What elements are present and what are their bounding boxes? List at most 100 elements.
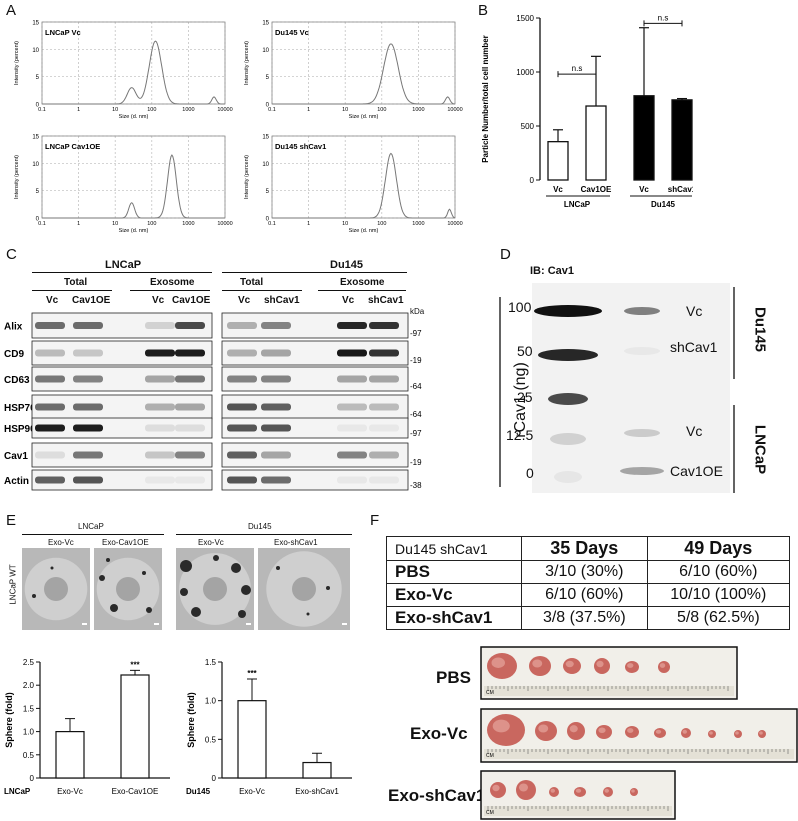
well-center xyxy=(44,577,68,601)
sphere xyxy=(50,566,54,570)
amount-label: 100 xyxy=(508,299,532,315)
x-tick-label: 10000 xyxy=(447,221,462,227)
y-axis-label: Intensity (percent) xyxy=(244,41,250,85)
plot-title: LNCaP Vc xyxy=(45,28,81,37)
y-tick-label: 0.5 xyxy=(205,735,217,744)
table-cell: Du145 shCav1 xyxy=(386,536,522,561)
well-center xyxy=(292,577,316,601)
table-cell: PBS xyxy=(386,560,522,584)
x-tick-label: 1 xyxy=(77,221,80,227)
y-tick-label: 0.5 xyxy=(23,751,35,760)
lane-label: Vc xyxy=(342,295,355,306)
sphere xyxy=(146,607,152,613)
table-cell: 6/10 (60%) xyxy=(646,560,791,584)
lane-label: shCav1 xyxy=(264,295,300,306)
blot-band xyxy=(369,322,399,329)
blot-band xyxy=(73,424,103,432)
blot-strip xyxy=(31,469,213,491)
panel-label-a: A xyxy=(6,2,17,19)
blot-band xyxy=(369,451,399,459)
blot-band xyxy=(337,451,367,459)
blot-row-label: Actin xyxy=(4,476,29,487)
sphere xyxy=(191,607,201,617)
x-tick-label: 0.1 xyxy=(38,221,46,227)
y-tick-label: 10 xyxy=(262,48,269,54)
ruler xyxy=(484,749,794,759)
x-tick-label: Vc xyxy=(553,185,563,194)
blot-band xyxy=(261,403,291,411)
x-tick-label: 1 xyxy=(307,107,310,113)
x-tick-label: 10000 xyxy=(447,107,462,113)
sphere xyxy=(326,586,330,590)
bar xyxy=(55,730,85,779)
y-tick-label: 0 xyxy=(36,217,40,223)
dot-blot-membrane xyxy=(532,283,730,493)
lane-label: Cav1OE xyxy=(172,295,211,306)
ladder-spot xyxy=(538,349,598,361)
table-cell: 5/8 (62.5%) xyxy=(646,606,791,630)
y-axis-label: Sphere (fold) xyxy=(186,692,196,748)
blot-band xyxy=(337,375,367,383)
scale-bar xyxy=(82,623,87,625)
blot-band xyxy=(145,322,175,329)
x-axis-label: Size (d. nm) xyxy=(349,114,379,120)
blot-row-label: Cav1 xyxy=(4,451,28,462)
y-tick-label: 15 xyxy=(262,135,269,141)
y-tick-label: 15 xyxy=(32,135,39,141)
y-tick-label: 0 xyxy=(30,774,35,783)
panel-e-sphere-assay: LNCaP Du145 Exo-Vc Exo-Cav1OE Exo-Vc Exo… xyxy=(0,520,360,820)
y-tick-label: 1.5 xyxy=(205,658,217,667)
x-tick-label: 100 xyxy=(377,221,386,227)
y-tick-label: 0 xyxy=(266,103,270,109)
blot-total-lncap: Total xyxy=(64,277,88,288)
bar xyxy=(547,141,569,181)
dot-blot-title: IB: Cav1 xyxy=(530,265,575,277)
panel-b-particle-chart: 0 500 1000 1500 Particle Number/total cell n… xyxy=(481,13,693,209)
sample-spot xyxy=(624,347,660,355)
x-tick-label: 1000 xyxy=(412,221,424,227)
table-cell: 49 Days xyxy=(646,536,791,561)
blot-strip xyxy=(221,469,409,491)
y-tick-label: 1.0 xyxy=(205,697,217,706)
blot-row-label: Alix xyxy=(4,322,23,333)
x-tick-label: 100 xyxy=(377,107,386,113)
table-row: Exo-shCav1 3/8 (37.5%) 5/8 (62.5%) xyxy=(386,606,791,630)
x-tick-label: 0.1 xyxy=(38,107,46,113)
blot-band xyxy=(73,476,103,484)
blot-row-label: CD9 xyxy=(4,349,24,360)
y-tick-label: 0 xyxy=(36,103,40,109)
distribution-curve xyxy=(42,40,225,105)
blot-band xyxy=(35,403,65,411)
blot-band xyxy=(175,349,205,357)
blot-band xyxy=(337,349,367,357)
blot-band xyxy=(227,424,257,432)
x-tick-label: 10000 xyxy=(217,107,232,113)
table-cell: 10/10 (100%) xyxy=(646,583,791,607)
panel-label-e: E xyxy=(6,512,17,529)
blot-mw-label: -97 xyxy=(410,429,422,438)
blot-band xyxy=(227,375,257,383)
ladder-spot xyxy=(534,305,602,317)
y-tick-label: 1.5 xyxy=(23,704,35,713)
blot-mw-label: -19 xyxy=(410,356,422,365)
sphere xyxy=(241,585,251,595)
x-tick-label: 10000 xyxy=(217,221,232,227)
table-row: Exo-Vc 6/10 (60%) 10/10 (100%) xyxy=(386,583,791,607)
significance-label: n.s xyxy=(572,64,583,73)
lane-label: shCav1 xyxy=(368,295,404,306)
blot-band xyxy=(175,424,205,432)
y-tick-label: 1000 xyxy=(516,68,534,77)
panel-label-f: F xyxy=(370,512,380,529)
blot-band xyxy=(261,451,291,459)
blot-band xyxy=(337,424,367,432)
ruler-label: CM xyxy=(486,810,494,816)
sphere-chart-lncap: 0 0.5 1.0 1.5 2.0 2.5 Sphere (fold) Exo-Vc *** Ex… xyxy=(4,658,170,796)
blot-band xyxy=(369,375,399,383)
x-axis-label: Size (d. nm) xyxy=(349,228,379,234)
well-center xyxy=(203,577,227,601)
x-tick-label: 10 xyxy=(342,221,348,227)
sample-label: shCav1 xyxy=(670,339,718,355)
blot-band xyxy=(35,322,65,329)
lane-label: Vc xyxy=(46,295,59,306)
x-tick-label: 0.1 xyxy=(268,221,276,227)
